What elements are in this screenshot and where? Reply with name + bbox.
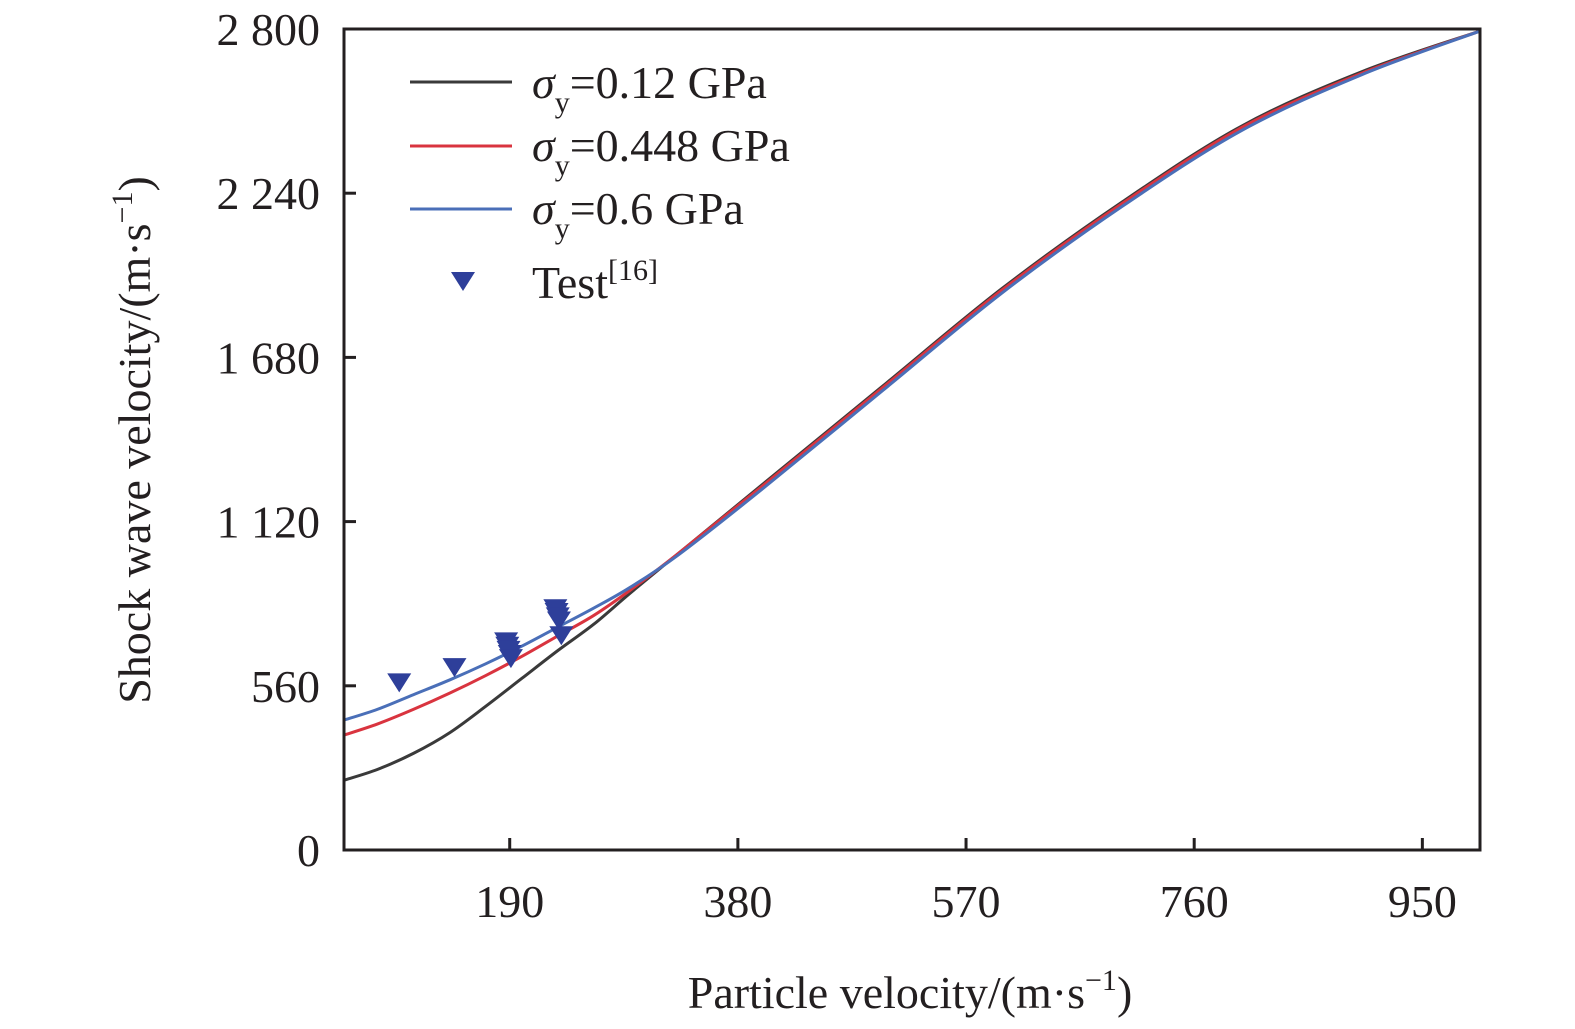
y-axis-title: Shock wave velocity/(m·s−1) [106,176,160,704]
test-data-point [442,658,467,678]
y-axis-ticks: 0 560 1 120 1 680 2 240 2 800 [217,4,356,876]
series-line-1 [343,29,1481,737]
x-tick-label: 380 [703,876,772,927]
legend-label-sigma-0-12: σy=0.12 GPa [532,57,767,119]
y-tick-label: 1 680 [217,332,321,383]
legend-label-sigma-0-6: σy=0.6 GPa [532,183,744,245]
x-tick-label: 570 [932,876,1001,927]
legend-item-sigma-0-6: σy=0.6 GPa [410,183,744,245]
legend-item-sigma-0-12: σy=0.12 GPa [410,57,767,119]
x-tick-label: 760 [1160,876,1229,927]
test-data-point [498,649,523,669]
legend-label-sigma-0-448: σy=0.448 GPa [532,120,790,182]
legend: σy=0.12 GPa σy=0.448 GPa σy=0.6 GPa Test… [410,57,790,308]
y-tick-label: 2 800 [217,4,321,55]
plot-lines [343,29,1481,782]
test-data-point [549,626,574,646]
test-data-point [546,611,571,631]
series-line-0 [343,29,1481,782]
y-tick-label: 560 [251,661,320,712]
y-tick-label: 2 240 [217,168,321,219]
series-line-2 [343,29,1481,722]
y-tick-label: 1 120 [217,497,321,548]
legend-label-test: Test[16] [532,254,658,308]
x-tick-label: 950 [1388,876,1457,927]
legend-item-test: Test[16] [451,254,658,308]
x-axis-ticks: 190 380 570 760 950 [475,838,1457,927]
plot-markers [387,599,574,693]
x-tick-label: 190 [475,876,544,927]
y-tick-label: 0 [297,825,320,876]
x-axis-title: Particle velocity/(m·s−1) [688,964,1133,1018]
legend-swatch-test-triangle [451,272,475,291]
legend-item-sigma-0-448: σy=0.448 GPa [410,120,790,182]
test-data-point [387,673,412,693]
plot-frame [342,27,1482,852]
